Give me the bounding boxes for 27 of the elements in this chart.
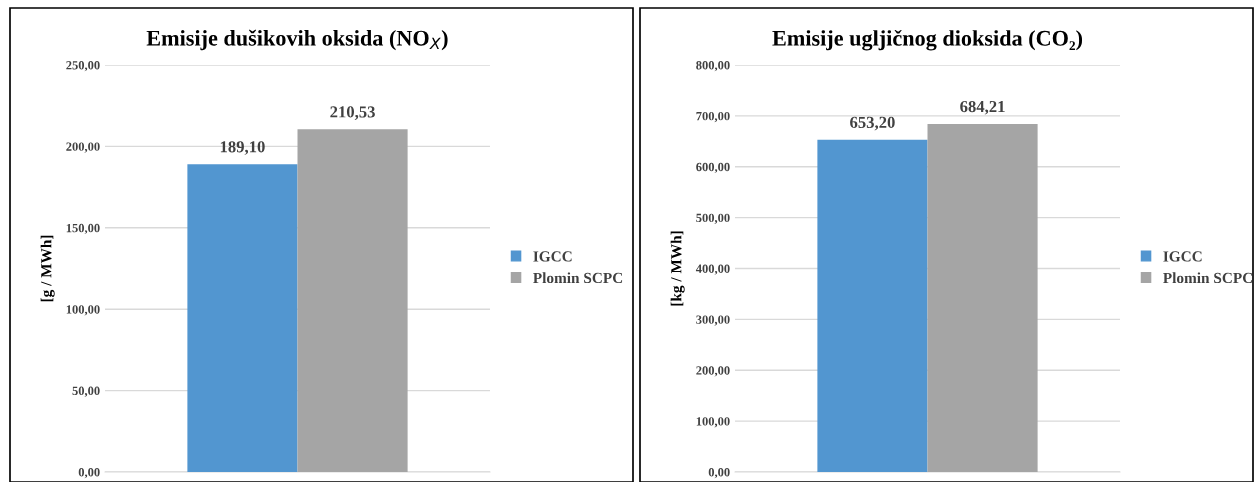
chart-title: Emisije dušikovih oksida (NO$_{X}$) (146, 29, 448, 51)
y-tick-label: 250,00 (66, 61, 100, 72)
chart-title: Emisije ugljičnog dioksida (CO₂) (772, 29, 1083, 51)
y-axis-title: [kg / MWh] (670, 231, 685, 306)
y-tick-label: 100,00 (66, 305, 100, 316)
y-tick-label: 100,00 (696, 417, 730, 428)
y-tick-label: 50,00 (72, 386, 100, 397)
y-tick-label: 0,00 (708, 468, 730, 479)
legend-label: IGCC (533, 251, 572, 262)
y-tick-label: 200,00 (66, 142, 100, 153)
data-label: 653,20 (850, 116, 895, 131)
y-tick-label: 400,00 (695, 264, 730, 275)
legend-label: Plomin SCPC (1163, 272, 1253, 284)
y-tick-label: 800,00 (696, 61, 730, 72)
data-label: 684,21 (960, 100, 1005, 115)
y-tick-label: 700,00 (696, 111, 730, 123)
y-axis-title: [g / MWh] (40, 235, 55, 302)
y-tick-label: 500,00 (696, 213, 730, 224)
legend-label: Plomin SCPC (533, 272, 623, 284)
y-tick-label: 200,00 (696, 366, 730, 377)
data-label: 189,10 (220, 141, 265, 155)
data-label: 210,53 (330, 106, 375, 120)
y-tick-label: 300,00 (696, 315, 730, 326)
legend-label: IGCC (1163, 251, 1202, 262)
y-tick-label: 0,00 (78, 468, 100, 479)
y-tick-label: 600,00 (696, 162, 730, 174)
y-tick-label: 150,00 (66, 223, 100, 235)
